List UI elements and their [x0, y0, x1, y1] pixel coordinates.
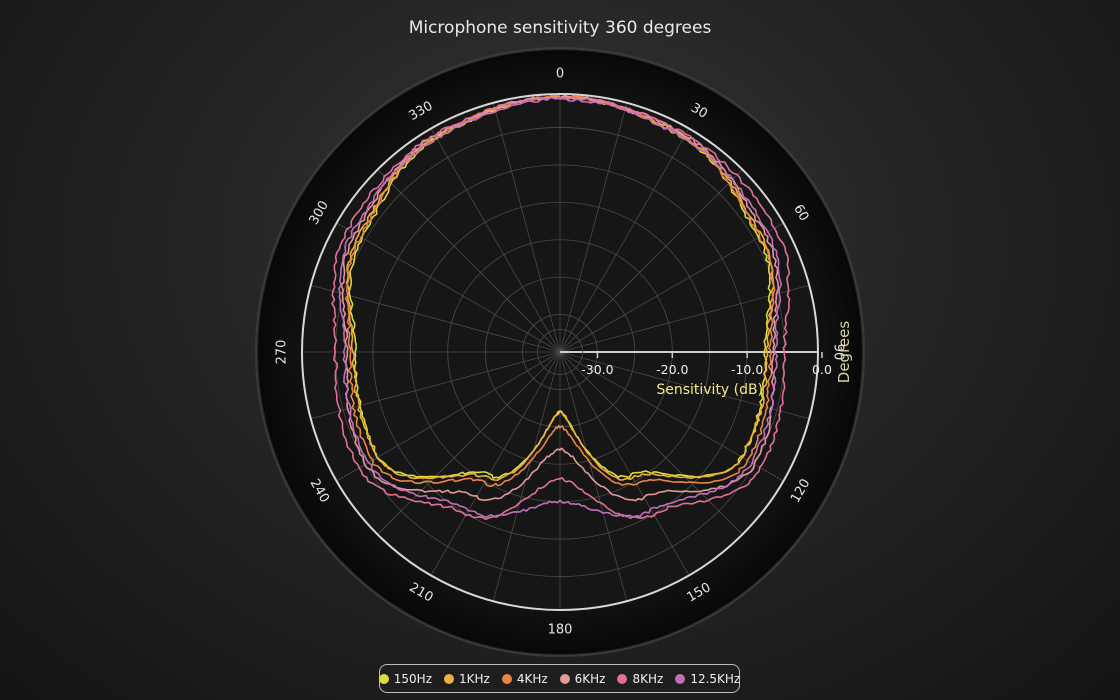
angular-gridline	[492, 102, 561, 353]
legend-item: 1KHz	[444, 672, 490, 686]
angular-gridline	[430, 351, 561, 576]
inner-gridline	[537, 329, 583, 375]
legend-label: 12.5KHz	[690, 671, 741, 686]
series-line	[338, 96, 783, 518]
legend-marker	[617, 673, 628, 684]
angular-gridline	[559, 222, 784, 353]
legend-item: 6KHz	[559, 671, 606, 686]
angular-gridline	[559, 128, 690, 353]
legend-item: 12.5KHz	[675, 672, 740, 686]
legend-item: 150Hz	[378, 671, 432, 686]
legend-marker	[378, 673, 389, 684]
angular-gridline	[559, 351, 784, 482]
angular-gridline	[559, 284, 810, 353]
legend-marker	[444, 673, 454, 684]
legend-label: 8KHz	[632, 671, 664, 686]
legend-marker	[559, 673, 570, 684]
angular-gridline	[310, 284, 561, 353]
radial-tick-label: -20.0	[656, 362, 688, 377]
angular-gridline	[336, 222, 561, 353]
angular-gridline	[336, 351, 561, 482]
angular-gridline	[377, 351, 561, 535]
angular-gridline	[430, 128, 561, 353]
angular-gridline	[559, 169, 743, 353]
series-line	[344, 94, 776, 487]
outer-disc-edge	[255, 47, 865, 657]
angular-gridline	[559, 351, 690, 576]
radial-tick-label: -10.0	[731, 362, 763, 377]
legend-marker	[501, 673, 512, 684]
angular-tick-label: 90	[831, 344, 846, 361]
legend-label: 150Hz	[393, 671, 432, 686]
series-line	[331, 96, 791, 520]
radial-axis-title: Sensitivity (dB)	[656, 382, 763, 398]
legend: 150Hz 1KHz 4KHz 6KHz 8KHz 12.5KHz	[378, 664, 740, 693]
series-line	[345, 95, 775, 481]
angular-tick-label: 0	[556, 67, 564, 82]
legend-item: 4KHz	[501, 671, 548, 686]
radial-tick-label: 0.0	[812, 362, 832, 377]
radial-tick-label: -30.0	[581, 362, 613, 377]
chart-title: Microphone sensitivity 360 degrees	[408, 18, 712, 38]
legend-label: 6KHz	[574, 671, 606, 686]
angular-tick-label: 270	[275, 340, 290, 365]
legend-marker	[675, 673, 686, 684]
angular-gridline	[492, 351, 561, 602]
angular-gridline	[559, 102, 628, 353]
angular-axis-title: Degrees	[835, 321, 853, 384]
legend-item: 8KHz	[617, 672, 663, 686]
angular-tick-label: 180	[548, 623, 573, 638]
angular-tick-label: 30	[688, 101, 710, 122]
legend-label: 1KHz	[459, 671, 490, 686]
angular-tick-label: 60	[790, 202, 811, 224]
legend-label: 4KHz	[516, 671, 548, 686]
angular-gridline	[377, 169, 561, 353]
angular-gridline	[559, 351, 743, 535]
series-line	[340, 94, 779, 502]
angular-gridline	[559, 351, 628, 602]
